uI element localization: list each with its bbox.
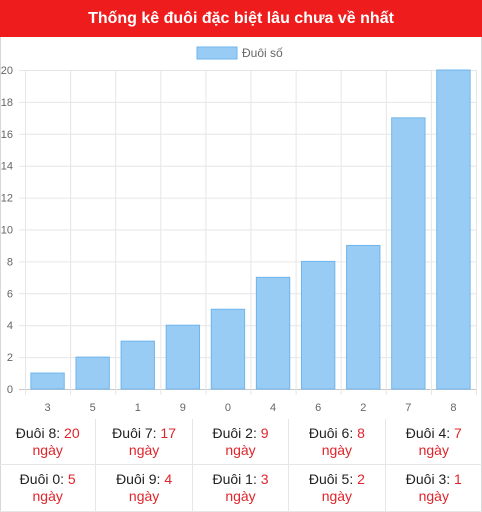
y-tick-label: 2 xyxy=(7,352,13,364)
x-tick-label: 0 xyxy=(225,402,231,414)
x-tick-label: 2 xyxy=(360,402,366,414)
stat-label: Đuôi 3: xyxy=(405,471,451,487)
stat-line: Đuôi 9: 4 xyxy=(116,471,172,488)
stat-cell: Đuôi 5: 2 ngày xyxy=(289,465,386,512)
stat-value: 5 xyxy=(67,471,76,487)
stat-line: Đuôi 1: 3 xyxy=(212,471,268,488)
stat-unit: ngày xyxy=(128,441,160,458)
stat-value: 8 xyxy=(357,424,365,441)
stat-unit: ngày xyxy=(418,488,449,504)
stat-line: Đuôi 6: 8 xyxy=(309,425,365,442)
legend-label: Đuôi số xyxy=(242,46,283,60)
bar xyxy=(255,276,291,390)
stat-label: Đuôi 2: xyxy=(212,424,257,441)
legend-swatch xyxy=(196,46,238,60)
stat-value: 17 xyxy=(160,424,176,441)
stat-unit: ngày xyxy=(321,488,353,504)
bar xyxy=(165,324,201,390)
stat-cell: Đuôi 4: 7 ngày xyxy=(385,419,482,465)
y-tick-label: 12 xyxy=(1,193,13,205)
stat-value: 9 xyxy=(260,424,269,441)
stat-cell: Đuôi 6: 8 ngày xyxy=(289,419,386,465)
stat-value: 3 xyxy=(260,471,269,487)
stat-cell: Đuôi 8: 20 ngày xyxy=(0,419,97,465)
stat-label: Đuôi 4: xyxy=(405,424,451,441)
stat-line: Đuôi 4: 7 xyxy=(406,425,462,442)
stat-value: 7 xyxy=(454,424,462,441)
stat-cell: Đuôi 1: 3 ngày xyxy=(192,465,290,512)
stat-cell: Đuôi 0: 5 ngày xyxy=(0,465,97,512)
stat-label: Đuôi 5: xyxy=(308,471,354,487)
x-tick-label: 5 xyxy=(90,402,96,414)
x-tick-label: 3 xyxy=(44,402,50,414)
bar xyxy=(210,308,246,390)
bar xyxy=(436,69,471,390)
bar xyxy=(346,244,381,390)
y-tick-label: 4 xyxy=(7,320,13,332)
x-tick-label: 6 xyxy=(315,402,321,414)
y-tick-label: 18 xyxy=(1,97,13,109)
stat-value: 4 xyxy=(164,471,173,487)
stat-label: Đuôi 9: xyxy=(116,471,161,487)
y-tick-label: 6 xyxy=(7,288,13,300)
stat-value: 1 xyxy=(454,471,462,487)
stat-cell: Đuôi 7: 17 ngày xyxy=(96,419,193,465)
stat-unit: ngày xyxy=(225,488,256,504)
bar xyxy=(30,372,65,390)
bar-chart: 0 2 4 6 8 10 12 14 16 18 20 3 5 1 9 0 4 6 2 7 8 Đuôi số xyxy=(1,46,477,414)
stat-unit: ngày xyxy=(418,441,449,458)
stat-cell: Đuôi 9: 4 ngày xyxy=(96,465,193,512)
stat-line: Đuôi 5: 2 xyxy=(309,471,365,488)
stat-cell: Đuôi 3: 1 ngày xyxy=(385,465,482,512)
stat-cell: Đuôi 2: 9 ngày xyxy=(192,419,290,465)
stat-label: Đuôi 7: xyxy=(112,424,157,441)
bar xyxy=(75,356,110,390)
stat-value: 20 xyxy=(64,424,80,441)
stat-unit: ngày xyxy=(32,488,63,504)
stat-unit: ngày xyxy=(225,441,256,458)
stat-label: Đuôi 0: xyxy=(19,471,65,487)
stat-label: Đuôi 8: xyxy=(15,424,61,441)
stat-line: Đuôi 8: 20 xyxy=(16,425,80,442)
x-tick-label: 1 xyxy=(135,402,141,414)
y-tick-label: 14 xyxy=(1,161,13,173)
stat-value: 2 xyxy=(357,471,365,487)
y-tick-label: 10 xyxy=(1,225,13,237)
chart-header: Thống kê đuôi đặc biệt lâu chưa về nhất xyxy=(0,0,482,37)
y-tick-label: 0 xyxy=(7,384,13,396)
x-tick-label: 4 xyxy=(270,402,276,414)
chart-title: Thống kê đuôi đặc biệt lâu chưa về nhất xyxy=(88,9,394,27)
stat-label: Đuôi 6: xyxy=(308,424,354,441)
stat-unit: ngày xyxy=(321,441,353,458)
stat-label: Đuôi 1: xyxy=(212,471,257,487)
stats-grid: Đuôi 8: 20 ngày Đuôi 7: 17 ngày Đuôi 2: … xyxy=(0,419,482,512)
stat-line: Đuôi 3: 1 xyxy=(406,471,462,488)
y-tick-label: 16 xyxy=(1,129,13,141)
stat-line: Đuôi 0: 5 xyxy=(20,471,76,488)
y-tick-label: 20 xyxy=(1,65,13,77)
x-tick-label: 7 xyxy=(405,402,411,414)
y-tick-label: 8 xyxy=(7,256,13,268)
stat-unit: ngày xyxy=(32,441,63,458)
stat-line: Đuôi 7: 17 xyxy=(112,425,176,442)
bar xyxy=(391,117,426,390)
x-tick-label: 8 xyxy=(450,402,456,414)
bar xyxy=(300,260,336,390)
stat-line: Đuôi 2: 9 xyxy=(212,425,268,442)
stat-unit: ngày xyxy=(128,488,160,504)
bar xyxy=(120,340,155,390)
x-tick-label: 9 xyxy=(180,402,186,414)
